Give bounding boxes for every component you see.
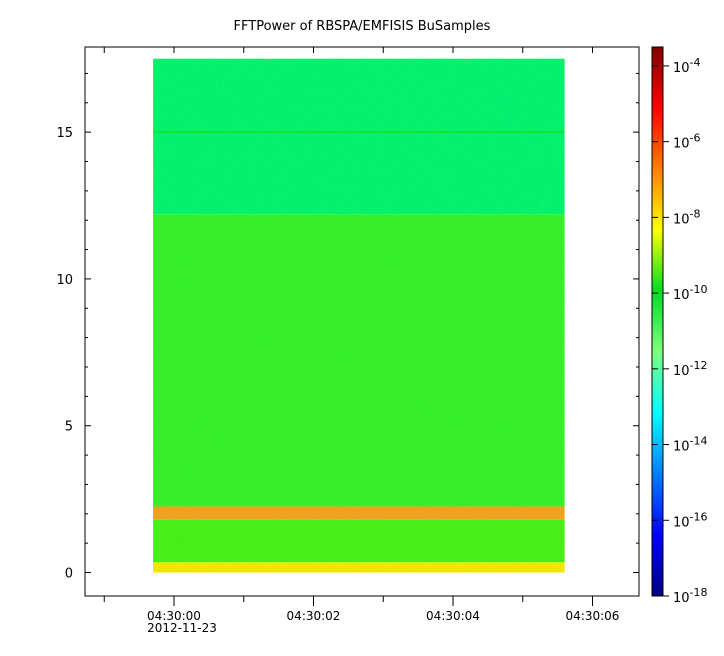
x-tick-label: 04:30:02 [287, 609, 341, 623]
x-date-label: 2012-11-23 [147, 621, 217, 635]
colorbar-tick-label: 10-12 [673, 359, 708, 379]
plot-frame [84, 46, 640, 597]
colorbar-tick-label: 10-16 [673, 510, 708, 530]
colorbar-tick-exponent: -18 [690, 586, 708, 599]
colorbar-tick-label: 10-10 [673, 283, 708, 303]
colorbar-tick-label: 10-8 [673, 207, 701, 227]
colorbar-tick-exponent: -14 [690, 435, 708, 448]
x-tick-label: 04:30:00 [147, 609, 201, 623]
y-tick-label: 0 [65, 567, 73, 582]
colorbar-tick-label: 10-14 [673, 435, 708, 455]
colorbar-tick-exponent: -6 [690, 132, 701, 145]
y-axis: 0 5 10 15 [56, 72, 639, 582]
colorbar-tick-exponent: -12 [690, 359, 708, 372]
colorbar-tick-exponent: -4 [690, 56, 701, 69]
chart-title: FFTPower of RBSPA/EMFISIS BuSamples [234, 19, 491, 34]
colorbar-tick-label: 10-6 [673, 132, 701, 152]
x-axis: 04:30:00 04:30:02 04:30:04 04:30:06 [103, 47, 620, 623]
y-tick-label: 10 [56, 273, 73, 288]
x-tick-label: 04:30:06 [566, 609, 620, 623]
colorbar [651, 46, 664, 597]
plot-area [153, 58, 565, 573]
x-tick-label: 04:30:04 [426, 609, 480, 623]
colorbar-tick-exponent: -8 [690, 207, 701, 220]
colorbar-tick-exponent: -16 [690, 510, 708, 523]
y-tick-label: 15 [56, 126, 73, 141]
y-tick-label: 5 [65, 420, 73, 435]
spectrogram-texture [153, 58, 565, 573]
colorbar-tick-label: 10-4 [673, 56, 701, 76]
colorbar-tick-exponent: -10 [690, 283, 708, 296]
colorbar-tick-label: 10-18 [673, 586, 708, 606]
